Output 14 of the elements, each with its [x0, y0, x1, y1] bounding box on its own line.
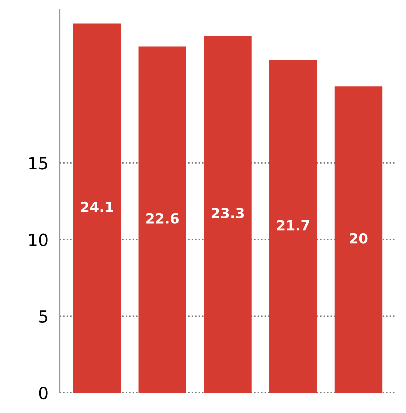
data-label: 23.3 — [212, 208, 244, 219]
y-tick-label: 0 — [39, 386, 48, 400]
bar — [334, 86, 383, 393]
data-label: 21.7 — [277, 220, 310, 231]
y-tick-label: 15 — [30, 157, 48, 170]
data-label: 24.1 — [81, 202, 114, 212]
data-label: 20 — [350, 233, 368, 244]
y-tick-label: 5 — [40, 310, 48, 323]
bar — [270, 60, 318, 393]
bar — [138, 46, 186, 393]
bar — [73, 24, 122, 393]
data-label: 22.6 — [146, 213, 180, 224]
y-tick-label: 10 — [30, 234, 48, 246]
bar — [204, 36, 252, 393]
